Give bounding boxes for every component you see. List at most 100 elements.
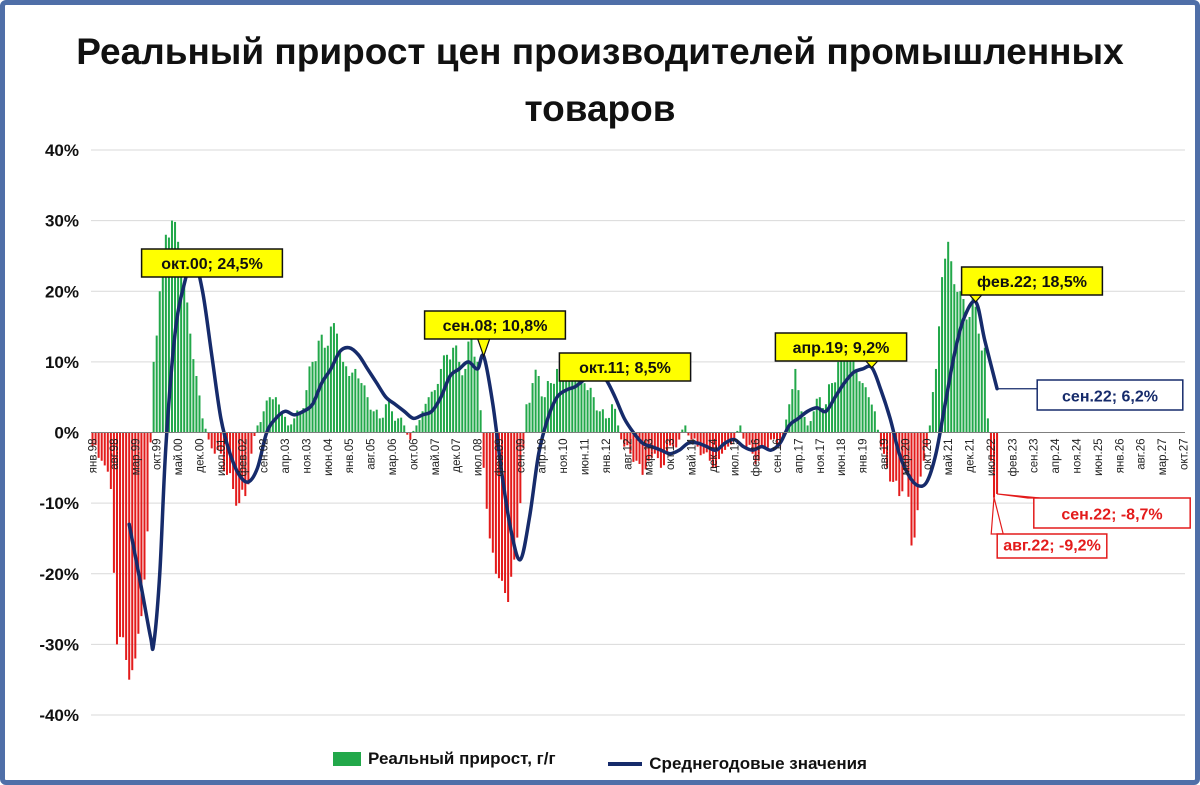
line-series — [127, 257, 999, 652]
bar — [886, 432, 889, 468]
bar — [397, 418, 400, 433]
x-tick-label: окт.13 — [665, 439, 677, 471]
x-tick-label: апр.10 — [537, 439, 549, 474]
callout-box — [996, 533, 1108, 559]
x-tick-label: ноя.10 — [558, 439, 570, 474]
bar — [763, 432, 766, 447]
x-tick-label: дек.14 — [708, 438, 720, 473]
bar — [717, 432, 720, 460]
bar — [106, 432, 109, 472]
y-tick-label: 30% — [45, 212, 79, 231]
x-tick-label: июл.01 — [216, 439, 228, 477]
y-tick-label: -20% — [39, 565, 79, 584]
bar — [779, 432, 782, 447]
bar — [473, 356, 476, 433]
bar — [855, 368, 858, 433]
bar — [445, 354, 449, 433]
bar — [198, 395, 201, 433]
bar — [864, 387, 867, 433]
x-tick-label: окт.06 — [408, 439, 420, 471]
callout-box — [423, 310, 567, 340]
bar — [540, 396, 543, 433]
bar — [818, 397, 821, 433]
bar — [607, 417, 610, 433]
bar — [216, 432, 219, 451]
x-tick-label: авг.12 — [622, 439, 634, 470]
bar — [213, 432, 216, 454]
bar — [751, 432, 754, 454]
y-tick-label: -10% — [39, 494, 79, 513]
bar — [195, 376, 198, 433]
x-tick-label: ноя.03 — [301, 439, 313, 474]
bar — [546, 381, 549, 433]
callout-box — [960, 266, 1104, 296]
bar — [641, 432, 644, 475]
bar — [861, 383, 864, 433]
bar — [293, 418, 296, 433]
bar — [241, 432, 244, 490]
bar — [183, 284, 186, 433]
bar — [574, 376, 577, 433]
bar — [601, 409, 604, 433]
bar — [846, 359, 849, 433]
bar — [91, 432, 94, 447]
bar — [684, 425, 687, 433]
bar — [287, 425, 290, 433]
callout-label: сен.08; 10,8% — [443, 318, 548, 335]
bar — [149, 432, 152, 443]
bar — [562, 361, 565, 433]
y-tick-label: 40% — [45, 141, 79, 160]
bar — [381, 417, 384, 433]
bar — [898, 432, 901, 497]
bar — [387, 400, 390, 433]
bar — [785, 419, 788, 433]
x-tick-label: сен.02 — [259, 439, 271, 473]
bar — [158, 291, 161, 433]
bar — [400, 417, 403, 433]
bar — [449, 359, 452, 433]
bar — [225, 432, 228, 475]
bar — [760, 432, 763, 448]
bar — [968, 316, 971, 433]
bar — [467, 341, 470, 433]
bar — [342, 361, 345, 433]
bar — [974, 306, 977, 433]
bar — [577, 371, 580, 433]
bar — [134, 432, 137, 659]
x-tick-label: ноя.24 — [1072, 438, 1084, 474]
bar — [510, 432, 513, 577]
bar — [556, 368, 559, 433]
bar — [296, 410, 299, 433]
bar — [122, 432, 125, 638]
x-tick-label: июл.08 — [473, 438, 485, 476]
bar — [458, 361, 461, 433]
bar — [504, 432, 507, 594]
bar — [351, 372, 354, 433]
bar — [910, 432, 913, 546]
bar — [528, 402, 531, 433]
bar — [821, 408, 824, 433]
x-tick-label: сен.16 — [772, 439, 784, 473]
bar — [977, 333, 980, 433]
bar — [180, 271, 183, 433]
bar — [623, 432, 626, 447]
callout-box — [774, 332, 908, 362]
bar — [696, 432, 699, 447]
bar — [736, 430, 739, 433]
bar — [656, 432, 659, 459]
bar — [143, 432, 146, 580]
x-tick-label: янв.26 — [1114, 439, 1126, 474]
chart-title: Реальный прирост цен производителей пром… — [76, 31, 1124, 129]
bar — [617, 425, 620, 433]
x-tick-label: дек.07 — [451, 439, 463, 473]
bar — [137, 432, 140, 634]
bar — [791, 389, 794, 433]
bar — [598, 411, 601, 433]
x-tick-label: июл.22 — [986, 439, 998, 477]
bar — [259, 422, 262, 433]
bar — [794, 368, 797, 433]
bar — [97, 432, 100, 458]
bar — [482, 432, 485, 468]
bar — [589, 387, 592, 433]
bar — [516, 432, 519, 538]
